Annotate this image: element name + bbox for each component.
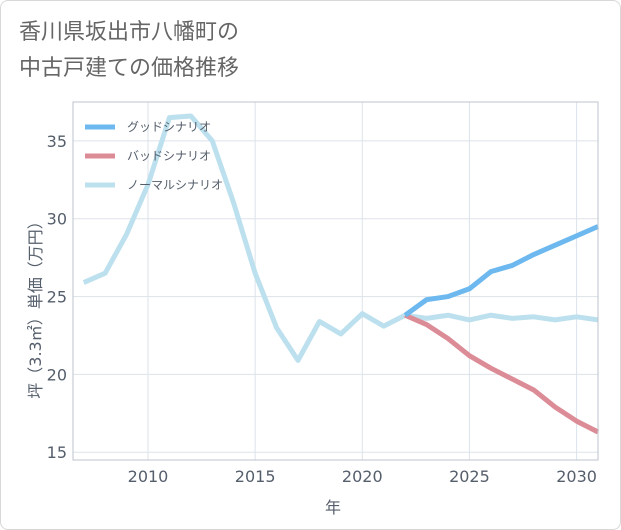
grid <box>73 102 598 460</box>
x-axis-label: 年 <box>325 498 341 517</box>
y-tick-label: 25 <box>47 288 67 307</box>
plot-border <box>72 101 599 461</box>
x-tick-label: 2030 <box>556 467 597 486</box>
y-axis-label: 坪（3.3㎡）単価（万円） <box>26 213 45 398</box>
chart-title-line-1: 香川県坂出市八幡町の <box>19 20 240 45</box>
x-tick-label: 2015 <box>235 467 276 486</box>
x-tick-label: 2025 <box>449 467 490 486</box>
x-tick-label: 2020 <box>342 467 383 486</box>
legend-normal-scenario: ノーマルシナリオ <box>85 178 223 192</box>
y-tick-label: 15 <box>47 443 67 462</box>
y-tick-label: 35 <box>47 132 67 151</box>
y-tick-label: 20 <box>47 365 67 384</box>
legend-label: グッドシナリオ <box>127 120 211 134</box>
chart-title-line-2: 中古戸建ての価格推移 <box>19 56 240 81</box>
good-scenario-line <box>403 224 599 318</box>
legend-good-scenario: グッドシナリオ <box>85 120 211 134</box>
x-tick-label: 2010 <box>128 467 169 486</box>
normal-scenario-line <box>82 113 599 363</box>
series-layer <box>82 113 600 435</box>
legend-label: バッドシナリオ <box>127 149 211 163</box>
chart-title: 香川県坂出市八幡町の 中古戸建ての価格推移 <box>19 15 239 87</box>
legend-bad-scenario: バッドシナリオ <box>85 149 211 163</box>
y-tick-label: 30 <box>47 210 67 229</box>
bad-scenario-line <box>404 312 600 435</box>
legend-label: ノーマルシナリオ <box>127 178 223 192</box>
